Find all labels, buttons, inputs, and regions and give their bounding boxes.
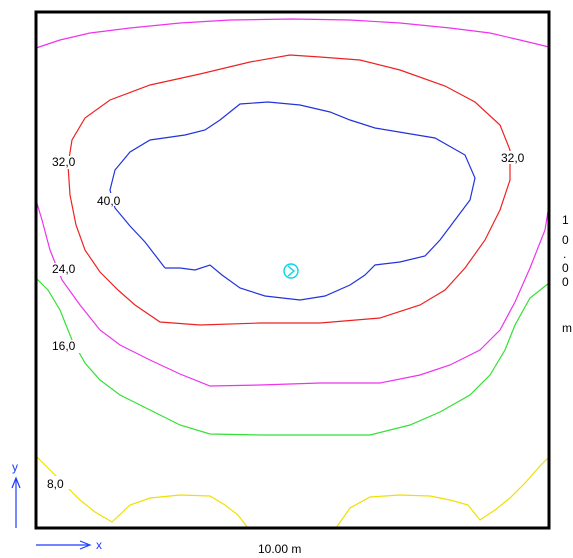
- room-boundary: [34, 10, 551, 530]
- axis-y-label: y: [12, 460, 18, 474]
- contour-label-32-right: 32,0: [501, 151, 525, 165]
- svg-text:m: m: [562, 321, 572, 335]
- contour-24: [35, 199, 550, 387]
- contour-label-8: 8,0: [47, 477, 64, 491]
- svg-text:0: 0: [562, 233, 569, 247]
- svg-text:0: 0: [562, 275, 569, 289]
- svg-text:.: .: [563, 247, 566, 261]
- axis-x-label: x: [96, 538, 102, 552]
- contour-40: [109, 101, 476, 301]
- svg-text:0: 0: [562, 261, 569, 275]
- contour-16: [35, 277, 550, 436]
- light-source-marker-icon: [283, 263, 299, 279]
- contour-8-left: [35, 455, 249, 529]
- axis-indicator: y x: [11, 460, 102, 552]
- contour-label-16: 16,0: [52, 339, 76, 353]
- contour-lines: [35, 18, 550, 529]
- contour-labels: 32,0 32,0 40,0 24,0 16,0 8,0: [46, 151, 526, 491]
- contour-label-24: 24,0: [52, 262, 76, 276]
- width-dimension-label: 10.00 m: [258, 542, 301, 556]
- contour-8-right: [335, 456, 550, 529]
- height-dimension-label: 1 0 . 0 0 m: [562, 213, 572, 335]
- contour-label-32-left: 32,0: [52, 155, 76, 169]
- svg-text:1: 1: [562, 213, 569, 227]
- contour-24-top: [35, 18, 550, 49]
- contour-label-40: 40,0: [97, 194, 121, 208]
- contour-32: [67, 54, 511, 326]
